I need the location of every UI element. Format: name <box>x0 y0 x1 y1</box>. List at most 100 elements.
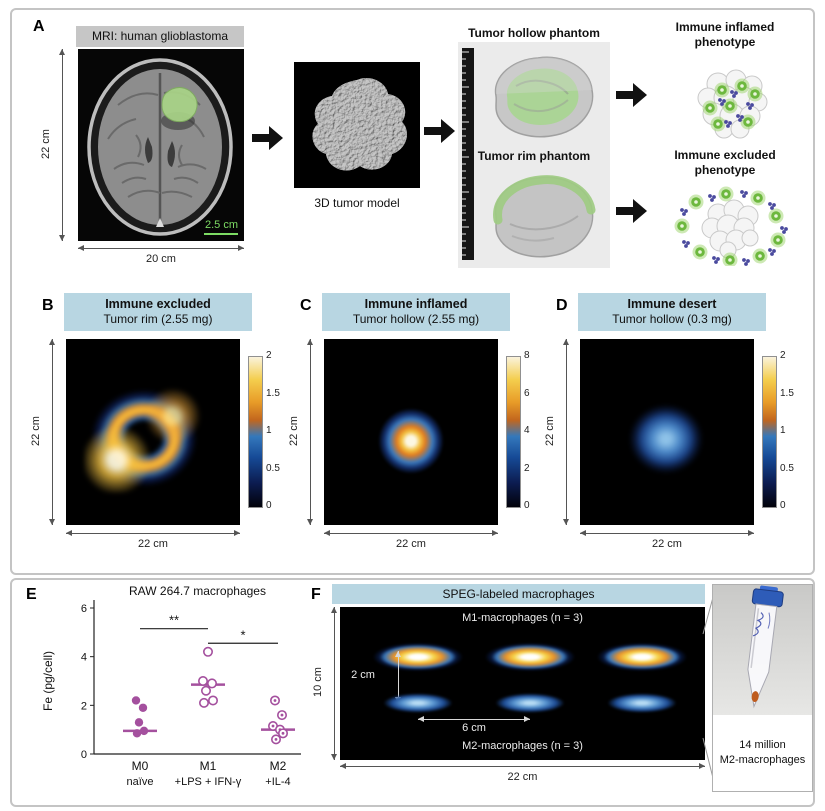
m1-macrophage-signal <box>597 643 687 671</box>
colorbar-tick: 1 <box>780 425 786 436</box>
tube-caption-line1: 14 million <box>739 739 786 751</box>
tube-caption: 14 million M2-macrophages <box>713 715 812 791</box>
m2-macrophage-signal <box>382 693 454 713</box>
mpi-image-d <box>580 339 754 525</box>
svg-text:*: * <box>240 627 245 642</box>
colorbar-tick: 8 <box>524 350 530 361</box>
svg-text:0: 0 <box>81 749 87 761</box>
colorbar-b <box>248 356 263 508</box>
svg-text:**: ** <box>169 613 179 628</box>
panel-c-width-label: 22 cm <box>396 538 426 550</box>
panel-b-width-label: 22 cm <box>138 538 168 550</box>
mpi-ring-hotspots <box>84 383 204 493</box>
panel-d-height-label: 22 cm <box>544 416 556 446</box>
mpi-image-f: M1-macrophages (n = 3) 2 cm 6 cm M2-macr… <box>340 607 705 760</box>
tube-caption-line2: M2-macrophages <box>719 754 806 766</box>
mpi-spot-signal <box>371 401 451 481</box>
mri-height-label: 22 cm <box>40 129 52 159</box>
dim-6cm-arrow <box>418 716 530 722</box>
svg-text:M0: M0 <box>132 759 149 773</box>
workflow-arrow-icon <box>616 83 647 107</box>
panel-c-width-arrow <box>324 530 498 536</box>
colorbar-b-ticks: 2 1.5 1 0.5 0 <box>266 350 292 512</box>
mri-width-arrow <box>78 245 244 251</box>
panel-b-height-arrow <box>49 339 55 525</box>
panel-b-subtitle: Tumor rim (2.55 mg) <box>103 312 213 326</box>
dim-2cm-label: 2 cm <box>351 669 375 681</box>
panel-c-height-label: 22 cm <box>288 416 300 446</box>
mri-height-arrow <box>59 49 65 241</box>
panel-f-label: F <box>311 586 321 603</box>
svg-text:M2: M2 <box>270 759 287 773</box>
panel-a-label: A <box>33 18 45 35</box>
panel-b-header: Immune excluded Tumor rim (2.55 mg) <box>64 293 252 331</box>
hollow-phantom-image <box>494 56 594 138</box>
panel-d-width-arrow <box>580 530 754 536</box>
colorbar-tick: 0.5 <box>780 462 794 474</box>
colorbar-tick: 0 <box>780 500 786 511</box>
panel-d-width-label: 22 cm <box>652 538 682 550</box>
dim-6cm-label: 6 cm <box>462 722 486 734</box>
mri-scale-annotation: 2.5 cm <box>204 219 238 235</box>
inflamed-phenotype-title: Immune inflamed phenotype <box>675 20 775 49</box>
panel-c-height-arrow <box>307 339 313 525</box>
colorbar-tick: 1.5 <box>780 387 794 399</box>
svg-text:6: 6 <box>81 603 87 615</box>
colorbar-tick: 0.5 <box>266 462 280 474</box>
mpi-image-b <box>66 339 240 525</box>
mpi-dim-spot-signal <box>621 397 711 481</box>
tube-callout-box: 14 million M2-macrophages <box>712 584 813 792</box>
m2-macrophage-signal <box>606 693 678 713</box>
panel-c-subtitle: Tumor hollow (2.55 mg) <box>352 312 480 326</box>
colorbar-c <box>506 356 521 508</box>
immune-inflamed-illustration <box>697 69 768 139</box>
workflow-arrow-icon <box>616 199 647 223</box>
panel-b-title: Immune excluded <box>105 297 211 311</box>
m1-macrophage-signal <box>373 643 463 671</box>
colorbar-tick: 4 <box>524 425 530 436</box>
colorbar-d <box>762 356 777 508</box>
svg-text:4: 4 <box>81 652 87 664</box>
mri-brain-graphic <box>78 49 244 241</box>
mri-header: MRI: human glioblastoma <box>76 26 244 47</box>
panel-d-subtitle: Tumor hollow (0.3 mg) <box>612 312 732 326</box>
colorbar-d-ticks: 2 1.5 1 0.5 0 <box>780 350 806 512</box>
colorbar-tick: 2 <box>780 350 786 361</box>
panel-c-title: Immune inflamed <box>364 297 468 311</box>
mri-width-label: 20 cm <box>146 253 176 265</box>
svg-text:naïve: naïve <box>127 776 154 788</box>
dim-10cm-label: 10 cm <box>312 667 324 697</box>
m1-macrophage-signal <box>485 643 575 671</box>
colorbar-tick: 0 <box>524 500 530 511</box>
colorbar-tick: 2 <box>266 350 272 361</box>
m2-macrophage-signal <box>494 693 566 713</box>
m2-row-label: M2-macrophages (n = 3) <box>462 740 583 752</box>
svg-text:RAW 264.7 macrophages: RAW 264.7 macrophages <box>129 584 266 598</box>
panel-c-label: C <box>300 297 312 314</box>
mri-image: 2.5 cm <box>78 49 244 241</box>
mri-scale-bar <box>204 233 238 235</box>
svg-text:+IL-4: +IL-4 <box>265 776 290 788</box>
workflow-arrow-icon <box>424 119 455 143</box>
svg-text:M1: M1 <box>200 759 217 773</box>
eppendorf-tube-graphic <box>747 585 784 709</box>
panel-f-header: SPEG-labeled macrophages <box>332 584 705 604</box>
mpi-image-c <box>324 339 498 525</box>
excluded-phenotype-title: Immune excluded phenotype <box>674 148 776 177</box>
panel-c-header: Immune inflamed Tumor hollow (2.55 mg) <box>322 293 510 331</box>
panel-d-label: D <box>556 297 568 314</box>
colorbar-c-ticks: 8 6 4 2 0 <box>524 350 550 512</box>
green-macrophage-icons <box>674 186 786 266</box>
tumor-model-caption: 3D tumor model <box>314 196 400 210</box>
dim-22cm-arrow <box>340 763 705 769</box>
mri-scale-text: 2.5 cm <box>204 219 238 231</box>
svg-text:2: 2 <box>81 700 87 712</box>
tumor-model-image <box>294 62 420 188</box>
tumor-model-graphic <box>294 62 420 188</box>
tube-photo <box>713 585 812 715</box>
macrophage-scatter: RAW 264.7 macrophages Fe (pg/cell) 0 2 4 6 M0 n… <box>41 584 301 788</box>
panel-b-width-arrow <box>66 530 240 536</box>
panel-d-title: Immune desert <box>627 297 717 311</box>
immune-excluded-illustration <box>674 186 788 266</box>
